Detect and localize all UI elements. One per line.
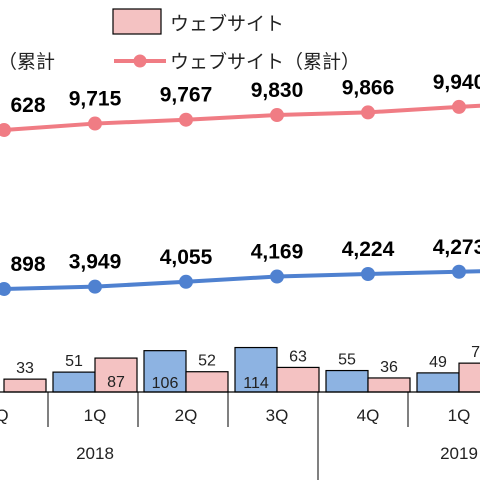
legend-label-left-fragment: （累計 bbox=[0, 51, 55, 73]
pink-point-5 bbox=[452, 99, 466, 114]
pink-bar-label-3: 63 bbox=[289, 348, 307, 365]
x-tick-label-5: 1Q bbox=[448, 406, 471, 425]
blue-label-2: 4,055 bbox=[160, 246, 213, 269]
x-tick-label-2: 2Q bbox=[175, 406, 198, 425]
pink-label-5: 9,940 bbox=[433, 71, 480, 94]
x-tick-label-0: Q bbox=[0, 406, 9, 425]
pink-bar-5 bbox=[458, 362, 480, 393]
year-label-1: 2019 bbox=[440, 444, 478, 463]
pink-point-2 bbox=[179, 112, 193, 127]
legend-swatch-pink-marker bbox=[133, 54, 147, 68]
pink-bar-1 bbox=[94, 357, 138, 393]
blue-bar-2 bbox=[143, 350, 187, 393]
blue-bar-1 bbox=[52, 371, 96, 393]
pink-label-4: 9,866 bbox=[342, 76, 395, 99]
blue-bar-label-1: 51 bbox=[65, 353, 83, 370]
bar-layer: 51 106 114 55 49 33 87 52 63 36 74 bbox=[3, 344, 480, 393]
legend-label-bar: ウェブサイト bbox=[170, 12, 284, 35]
blue-bar-label-5: 49 bbox=[429, 354, 447, 371]
year-label-0: 2018 bbox=[76, 444, 114, 463]
pink-bar-3 bbox=[276, 366, 320, 393]
blue-label-0: 898 bbox=[10, 253, 45, 276]
blue-label-3: 4,169 bbox=[251, 241, 304, 264]
legend-label-line: ウェブサイト（累計） bbox=[170, 50, 360, 73]
pink-bar-label-5: 74 bbox=[471, 344, 480, 361]
pink-bar-label-0: 33 bbox=[16, 360, 34, 377]
pink-bar-0 bbox=[3, 378, 47, 393]
blue-point-5 bbox=[452, 264, 466, 279]
blue-label-1: 3,949 bbox=[69, 251, 122, 274]
pink-bar-label-1: 87 bbox=[107, 374, 125, 391]
legend-swatch-pink-bar bbox=[112, 8, 162, 35]
pink-point-1 bbox=[88, 116, 102, 131]
pink-bar-2 bbox=[185, 371, 229, 393]
blue-label-5: 4,273 bbox=[433, 236, 480, 259]
x-axis: Q 1Q 2Q 3Q 4Q 1Q 2018 2019 bbox=[0, 391, 480, 480]
x-tick-label-4: 4Q bbox=[357, 406, 380, 425]
line-layer: 628 9,715 9,767 9,830 9,866 9,940 898 3,949 4,05… bbox=[0, 71, 480, 296]
pink-label-3: 9,830 bbox=[251, 79, 304, 102]
pink-point-3 bbox=[270, 108, 284, 123]
x-tick-label-1: 1Q bbox=[84, 406, 107, 425]
pink-bar-label-2: 52 bbox=[198, 353, 216, 370]
pink-bar-label-4: 36 bbox=[380, 359, 398, 376]
pink-point-4 bbox=[361, 105, 375, 120]
blue-bar-label-2: 106 bbox=[152, 375, 179, 392]
x-tick-label-3: 3Q bbox=[266, 406, 289, 425]
blue-bar-4 bbox=[325, 369, 369, 393]
pink-point-0 bbox=[0, 123, 11, 137]
legend: ウェブサイト （累計 ウェブサイト（累計） bbox=[0, 8, 360, 73]
blue-bar-label-3: 114 bbox=[243, 375, 269, 392]
blue-point-3 bbox=[270, 269, 284, 284]
blue-point-0 bbox=[0, 282, 11, 296]
blue-bar-label-4: 55 bbox=[338, 352, 356, 369]
pink-label-1: 9,715 bbox=[69, 88, 122, 111]
blue-point-4 bbox=[361, 267, 375, 282]
pink-bar-4 bbox=[367, 377, 411, 393]
pink-label-0: 628 bbox=[10, 94, 45, 117]
blue-label-4: 4,224 bbox=[342, 238, 395, 261]
blue-point-1 bbox=[88, 279, 102, 294]
blue-bar-5 bbox=[416, 372, 460, 393]
pink-label-2: 9,767 bbox=[160, 84, 213, 107]
blue-bar-3 bbox=[234, 346, 278, 393]
blue-point-2 bbox=[179, 274, 193, 289]
